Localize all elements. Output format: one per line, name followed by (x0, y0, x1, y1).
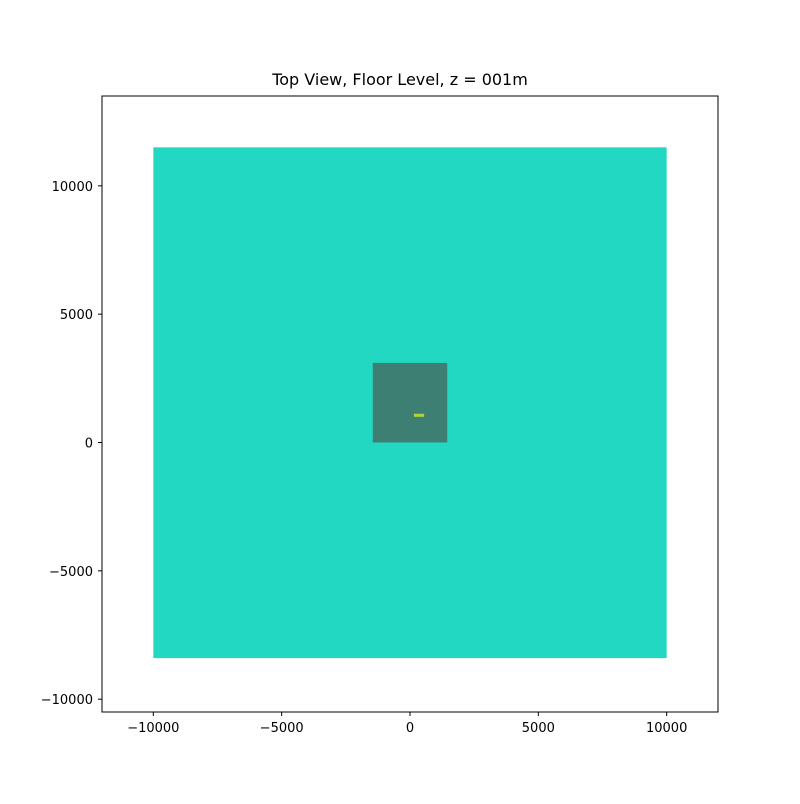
y-tick-label: 5000 (60, 308, 93, 323)
x-tick-label: −5000 (260, 721, 304, 736)
x-tick-label: 0 (406, 721, 414, 736)
x-tick-label: 10000 (646, 721, 687, 736)
y-tick-label: 0 (85, 437, 93, 452)
y-tick-label: −10000 (41, 693, 93, 708)
regions-layer (153, 147, 667, 659)
x-tick-label: 5000 (522, 721, 555, 736)
y-axis-ticks: −10000 −5000 0 5000 10000 (41, 180, 102, 708)
region-2 (413, 413, 425, 417)
y-tick-label: 10000 (52, 180, 93, 195)
x-tick-label: −10000 (127, 721, 179, 736)
region-1 (372, 362, 448, 443)
x-axis-ticks: −10000 −5000 0 5000 10000 (127, 712, 687, 736)
y-tick-label: −5000 (49, 565, 93, 580)
chart-title: Top View, Floor Level, z = 001m (272, 70, 528, 89)
